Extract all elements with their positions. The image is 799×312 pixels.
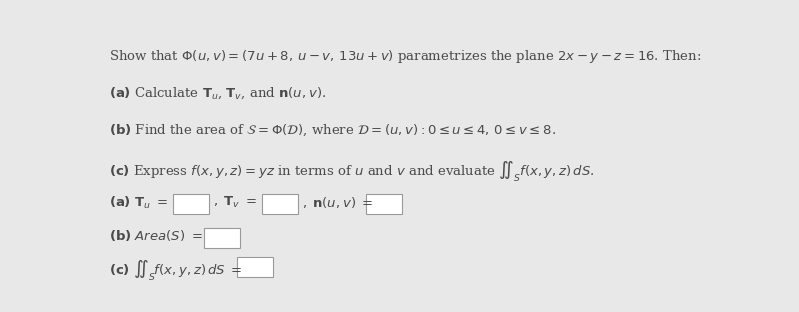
- Text: $,\;\mathbf{n}(u, v)$ $=$: $,\;\mathbf{n}(u, v)$ $=$: [302, 195, 373, 210]
- Text: $\mathbf{(b)}$ $\mathit{Area}(S)$ $=$: $\mathbf{(b)}$ $\mathit{Area}(S)$ $=$: [109, 228, 203, 243]
- Text: $\mathbf{(b)}$ Find the area of $\mathcal{S} = \Phi(\mathcal{D})$, where $\mathc: $\mathbf{(b)}$ Find the area of $\mathca…: [109, 123, 556, 138]
- Text: $\mathbf{(c)}$ Express $f(x, y, z) = yz$ in terms of $u$ and $v$ and evaluate $\: $\mathbf{(c)}$ Express $f(x, y, z) = yz$…: [109, 159, 594, 183]
- FancyBboxPatch shape: [204, 228, 240, 248]
- Text: $\mathbf{(a)}$ Calculate $\mathbf{T}_{u}$, $\mathbf{T}_{v}$, and $\mathbf{n}(u, : $\mathbf{(a)}$ Calculate $\mathbf{T}_{u}…: [109, 85, 326, 101]
- FancyBboxPatch shape: [366, 194, 402, 214]
- Text: $\mathbf{(c)}$ $\iint_S f(x, y, z)\, dS$ $=$: $\mathbf{(c)}$ $\iint_S f(x, y, z)\, dS$…: [109, 258, 243, 283]
- FancyBboxPatch shape: [262, 194, 298, 214]
- FancyBboxPatch shape: [173, 194, 209, 214]
- Text: $,\;\mathbf{T}_{v}$ $=$: $,\;\mathbf{T}_{v}$ $=$: [213, 195, 256, 210]
- Text: Show that $\Phi(u, v) = (7u+8,\, u-v,\, 13u+v)$ parametrizes the plane $2x - y -: Show that $\Phi(u, v) = (7u+8,\, u-v,\, …: [109, 48, 702, 65]
- Text: $\mathbf{(a)}$ $\mathbf{T}_{u}$ $=$: $\mathbf{(a)}$ $\mathbf{T}_{u}$ $=$: [109, 195, 169, 211]
- FancyBboxPatch shape: [237, 257, 273, 277]
